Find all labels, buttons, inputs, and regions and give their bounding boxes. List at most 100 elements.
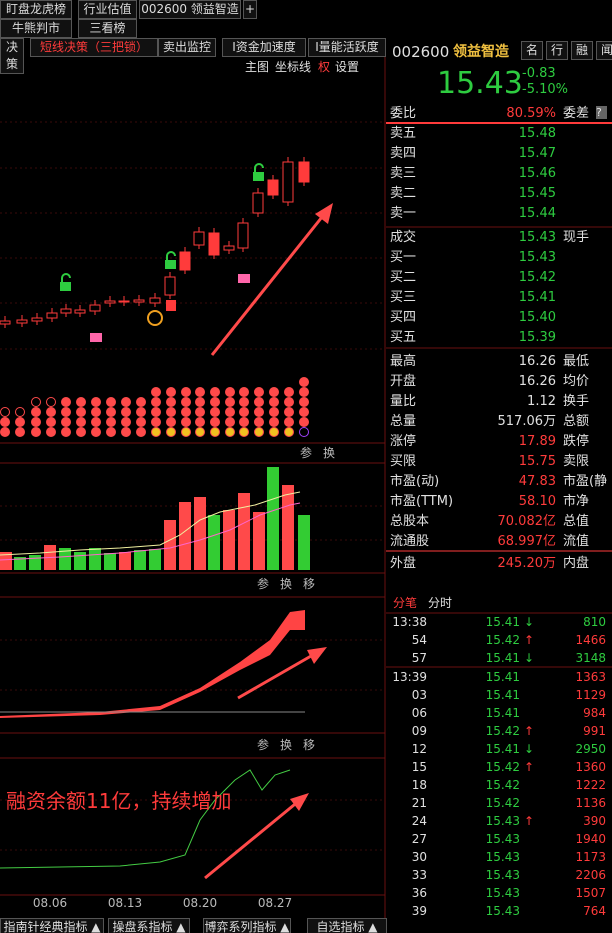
signal-dot: [299, 377, 309, 387]
quote-button[interactable]: 行: [546, 41, 568, 60]
tool-tab[interactable]: Ⅰ资金加速度: [222, 38, 306, 57]
tick-price: 15.43: [485, 832, 520, 846]
top-tab[interactable]: +: [243, 0, 257, 19]
trend-arrows: [204, 203, 333, 880]
top-tab[interactable]: 002600 领益智造: [139, 0, 241, 19]
signal-dot: [181, 387, 191, 397]
signal-dot: [76, 407, 86, 417]
tool-tab[interactable]: 卖出监控: [158, 38, 216, 57]
tick-direction: ↓: [524, 742, 535, 756]
x-axis-label: 08.06: [32, 896, 68, 910]
ask-label: 卖四: [390, 146, 417, 161]
ask-price: 15.46: [518, 166, 556, 181]
field-label: 换手: [563, 394, 590, 409]
top-tab[interactable]: 三看榜: [78, 19, 137, 38]
bottom-tab[interactable]: 操盘系指标 ▲: [108, 918, 190, 933]
tick-time: 09: [411, 724, 427, 738]
tick-tab[interactable]: 分笔: [393, 596, 418, 610]
bottom-tab[interactable]: 自选指标 ▲: [307, 918, 387, 933]
panel-button[interactable]: 参: [257, 738, 270, 752]
tick-time: 12: [411, 742, 427, 756]
quote-button[interactable]: 闻: [596, 41, 612, 60]
signal-dot: [0, 407, 10, 417]
toolbar-button[interactable]: 坐标线: [275, 60, 312, 74]
tick-time: 06: [411, 706, 427, 720]
field-value: 1.12: [527, 394, 556, 409]
tick-time: 36: [411, 886, 427, 900]
candle-body: [89, 304, 101, 312]
tick-time: 21: [411, 796, 427, 810]
signal-dot: [121, 427, 131, 437]
field-label: 开盘: [390, 374, 417, 389]
bottom-tab[interactable]: 指南针经典指标 ▲: [0, 918, 104, 933]
bottom-tab[interactable]: 博弈系列指标 ▲: [203, 918, 291, 933]
ask-price: 15.48: [518, 126, 556, 141]
last-price: 15.43: [437, 66, 523, 101]
signal-dot: [225, 427, 235, 437]
tick-volume: 1940: [575, 832, 606, 846]
candle-body: [0, 320, 11, 325]
ask-label: 卖一: [390, 206, 417, 221]
bid-price: 15.41: [518, 290, 556, 305]
panel-button[interactable]: 移: [303, 577, 316, 591]
signal-dot: [284, 387, 294, 397]
toolbar-button[interactable]: 权: [318, 60, 331, 74]
signal-dot: [269, 417, 279, 427]
field-label: 涨停: [390, 434, 417, 449]
signal-dot: [181, 417, 191, 427]
signal-dot: [269, 387, 279, 397]
panel-button[interactable]: 换: [280, 738, 293, 752]
tick-tab[interactable]: 分时: [428, 596, 453, 610]
x-axis-label: 08.13: [107, 896, 143, 910]
top-tab[interactable]: 行业估值: [78, 0, 137, 19]
tick-price: 15.41: [485, 651, 520, 665]
signal-dot: [61, 407, 71, 417]
tool-tab[interactable]: 决策: [0, 38, 24, 74]
ma-line: [0, 502, 301, 561]
tool-tab[interactable]: Ⅰ量能活跃度: [308, 38, 386, 57]
volume-bar: [59, 548, 71, 570]
tick-direction: ↓: [524, 615, 535, 629]
toolbar-button[interactable]: 主图: [245, 60, 270, 74]
tick-volume: 2950: [575, 742, 606, 756]
panel-button[interactable]: 移: [303, 738, 316, 752]
tick-price: 15.42: [485, 724, 520, 738]
signal-dot: [299, 397, 309, 407]
panel-button[interactable]: 参: [257, 577, 270, 591]
top-tab[interactable]: 盯盘龙虎榜: [0, 0, 72, 19]
tick-direction: ↓: [524, 651, 535, 665]
signal-dot: [121, 407, 131, 417]
tick-volume: 1173: [575, 850, 606, 864]
quote-button[interactable]: 名: [521, 41, 543, 60]
signal-dot: [239, 427, 249, 437]
candle-body: [149, 297, 161, 304]
tick-volume: 1129: [575, 688, 606, 702]
lock-icons: [60, 163, 264, 342]
field-label: 量比: [390, 394, 417, 409]
top-tab[interactable]: 牛熊判市: [0, 19, 72, 38]
candle-body: [267, 179, 279, 196]
panel-button[interactable]: 参: [300, 446, 313, 460]
quote-button[interactable]: 融: [571, 41, 593, 60]
signal-dot: [91, 397, 101, 407]
panel-button[interactable]: 换: [323, 446, 336, 460]
tick-price: 15.43: [485, 886, 520, 900]
signal-dot: [166, 407, 176, 417]
candle-body: [179, 251, 191, 271]
volume-bar: [194, 497, 206, 570]
tick-time: 03: [411, 688, 427, 702]
tool-tab[interactable]: 短线决策（三把锁）: [30, 38, 158, 57]
candle-body: [237, 222, 249, 249]
panel-button[interactable]: 换: [280, 577, 293, 591]
volume-bar: [208, 515, 220, 570]
toolbar-button[interactable]: 设置: [335, 60, 360, 74]
tick-volume: 984: [583, 706, 606, 720]
tick-time: 27: [411, 832, 427, 846]
field-label: 流通股: [390, 534, 430, 549]
help-icon[interactable]: ?: [596, 106, 607, 119]
tick-volume: 1360: [575, 760, 606, 774]
field-value: 80.59%: [506, 106, 556, 121]
signal-dot: [195, 417, 205, 427]
signal-dot: [166, 387, 176, 397]
tick-price: 15.41: [485, 688, 520, 702]
